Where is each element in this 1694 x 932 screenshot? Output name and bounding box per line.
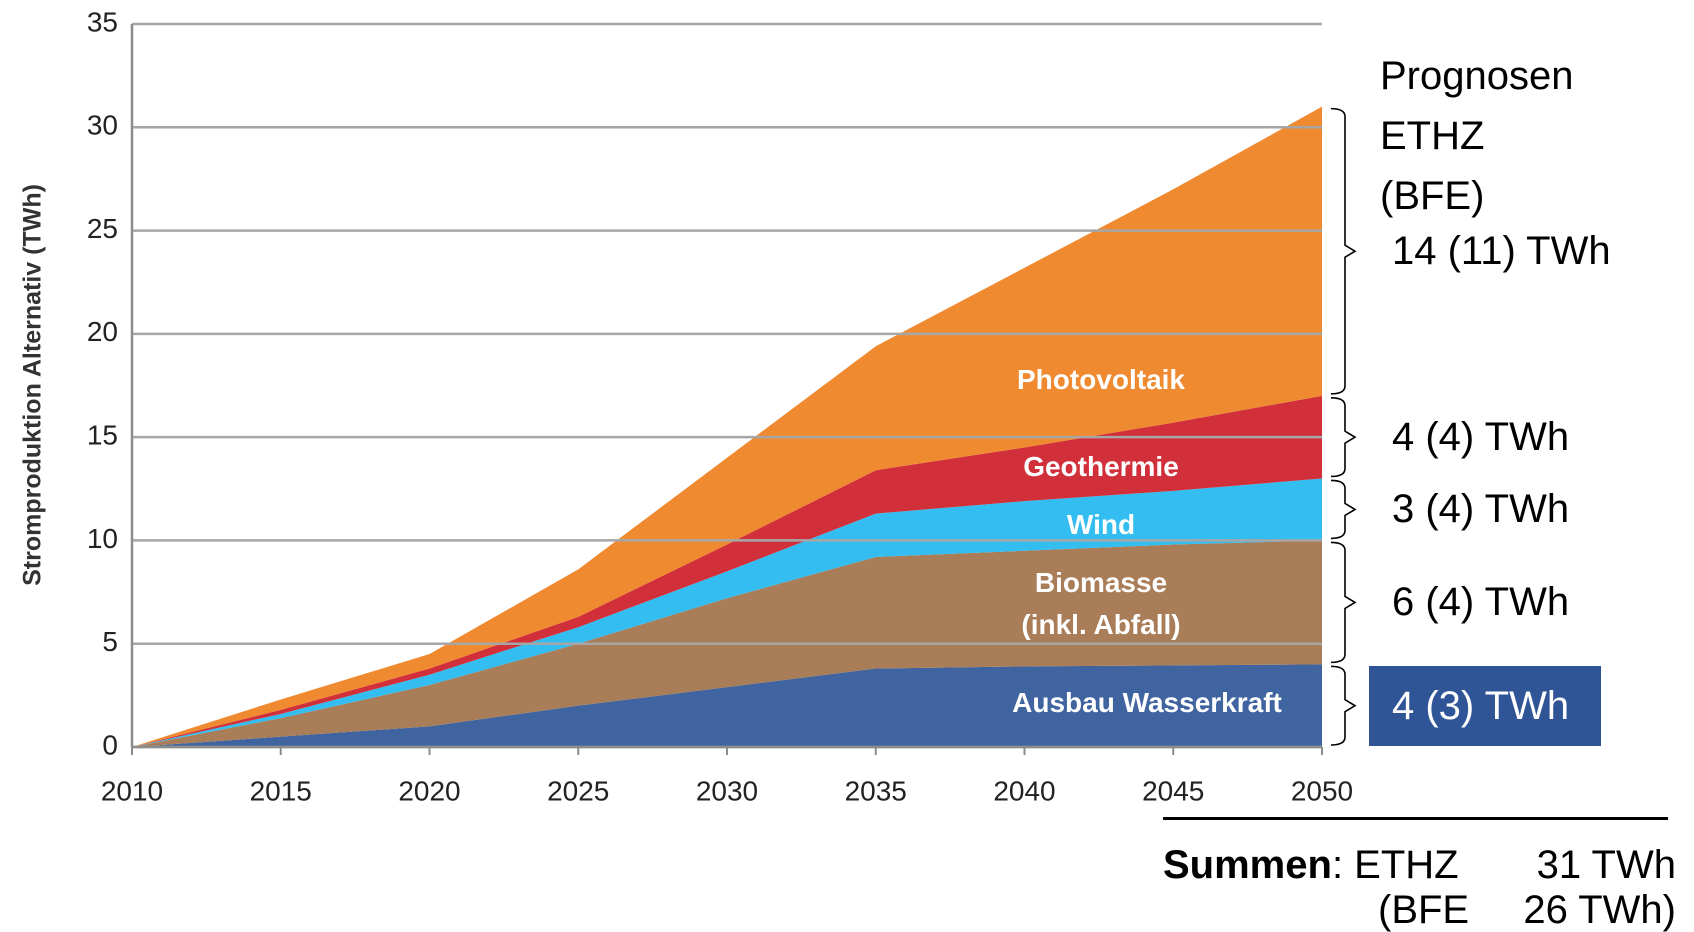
forecast-title: Prognosen ETHZ (BFE)	[1380, 54, 1574, 218]
x-tick-label: 2020	[398, 775, 460, 806]
y-tick-label: 5	[102, 626, 118, 657]
x-tick-label: 2035	[845, 775, 907, 806]
y-tick-label: 15	[87, 420, 118, 451]
bracket-label: 3 (4) TWh	[1392, 487, 1570, 532]
area-label: Biomasse (inkl. Abfall)	[1021, 567, 1181, 640]
sum-ethz-value: 31 TWh	[1536, 843, 1676, 887]
bracket-label: 6 (4) TWh	[1392, 580, 1570, 625]
x-tick-label: 2025	[547, 775, 609, 806]
x-tick-label: 2010	[101, 775, 163, 806]
bracket-label: 14 (11) TWh	[1392, 229, 1611, 274]
x-tick-label: 2030	[696, 775, 758, 806]
area	[132, 106, 1322, 748]
sum-bfe-value: 26 TWh)	[1523, 888, 1676, 932]
sum-rule	[1163, 817, 1668, 820]
bracket	[1330, 479, 1357, 540]
x-tick-label: 2050	[1291, 775, 1353, 806]
y-tick-label: 25	[87, 213, 118, 244]
area-label: Photovoltaik	[1016, 364, 1185, 395]
y-tick-label: 0	[102, 729, 118, 760]
area	[132, 395, 1322, 747]
y-tick-label: 30	[87, 110, 118, 141]
x-tick-label: 2015	[250, 775, 312, 806]
area-label: Ausbau Wasserkraft	[1012, 687, 1282, 718]
sum: Summen: ETHZ	[1163, 835, 1459, 895]
x-tick-label: 2040	[993, 775, 1055, 806]
bracket	[1330, 107, 1357, 395]
bracket-label: 4 (3) TWh	[1392, 683, 1570, 728]
bracket	[1330, 397, 1357, 478]
highlight-box	[1369, 665, 1601, 746]
y-axis-label: Stromproduktion Alternativ (TWh)	[19, 184, 47, 586]
bracket	[1330, 665, 1357, 746]
area-label: Geothermie	[1023, 451, 1179, 482]
y-tick-label: 35	[87, 6, 118, 37]
bracket	[1330, 541, 1357, 664]
sum-bfe-label: (BFE	[1378, 888, 1470, 932]
bracket-label: 4 (4) TWh	[1392, 415, 1570, 460]
area	[132, 478, 1322, 747]
y-tick-label: 20	[87, 316, 118, 347]
x-tick-label: 2045	[1142, 775, 1204, 806]
sum-label: Summen	[1163, 843, 1332, 887]
y-tick-label: 10	[87, 523, 118, 554]
area-label: Wind	[1066, 509, 1136, 540]
sum-ethz-label: : ETHZ	[1331, 843, 1459, 887]
